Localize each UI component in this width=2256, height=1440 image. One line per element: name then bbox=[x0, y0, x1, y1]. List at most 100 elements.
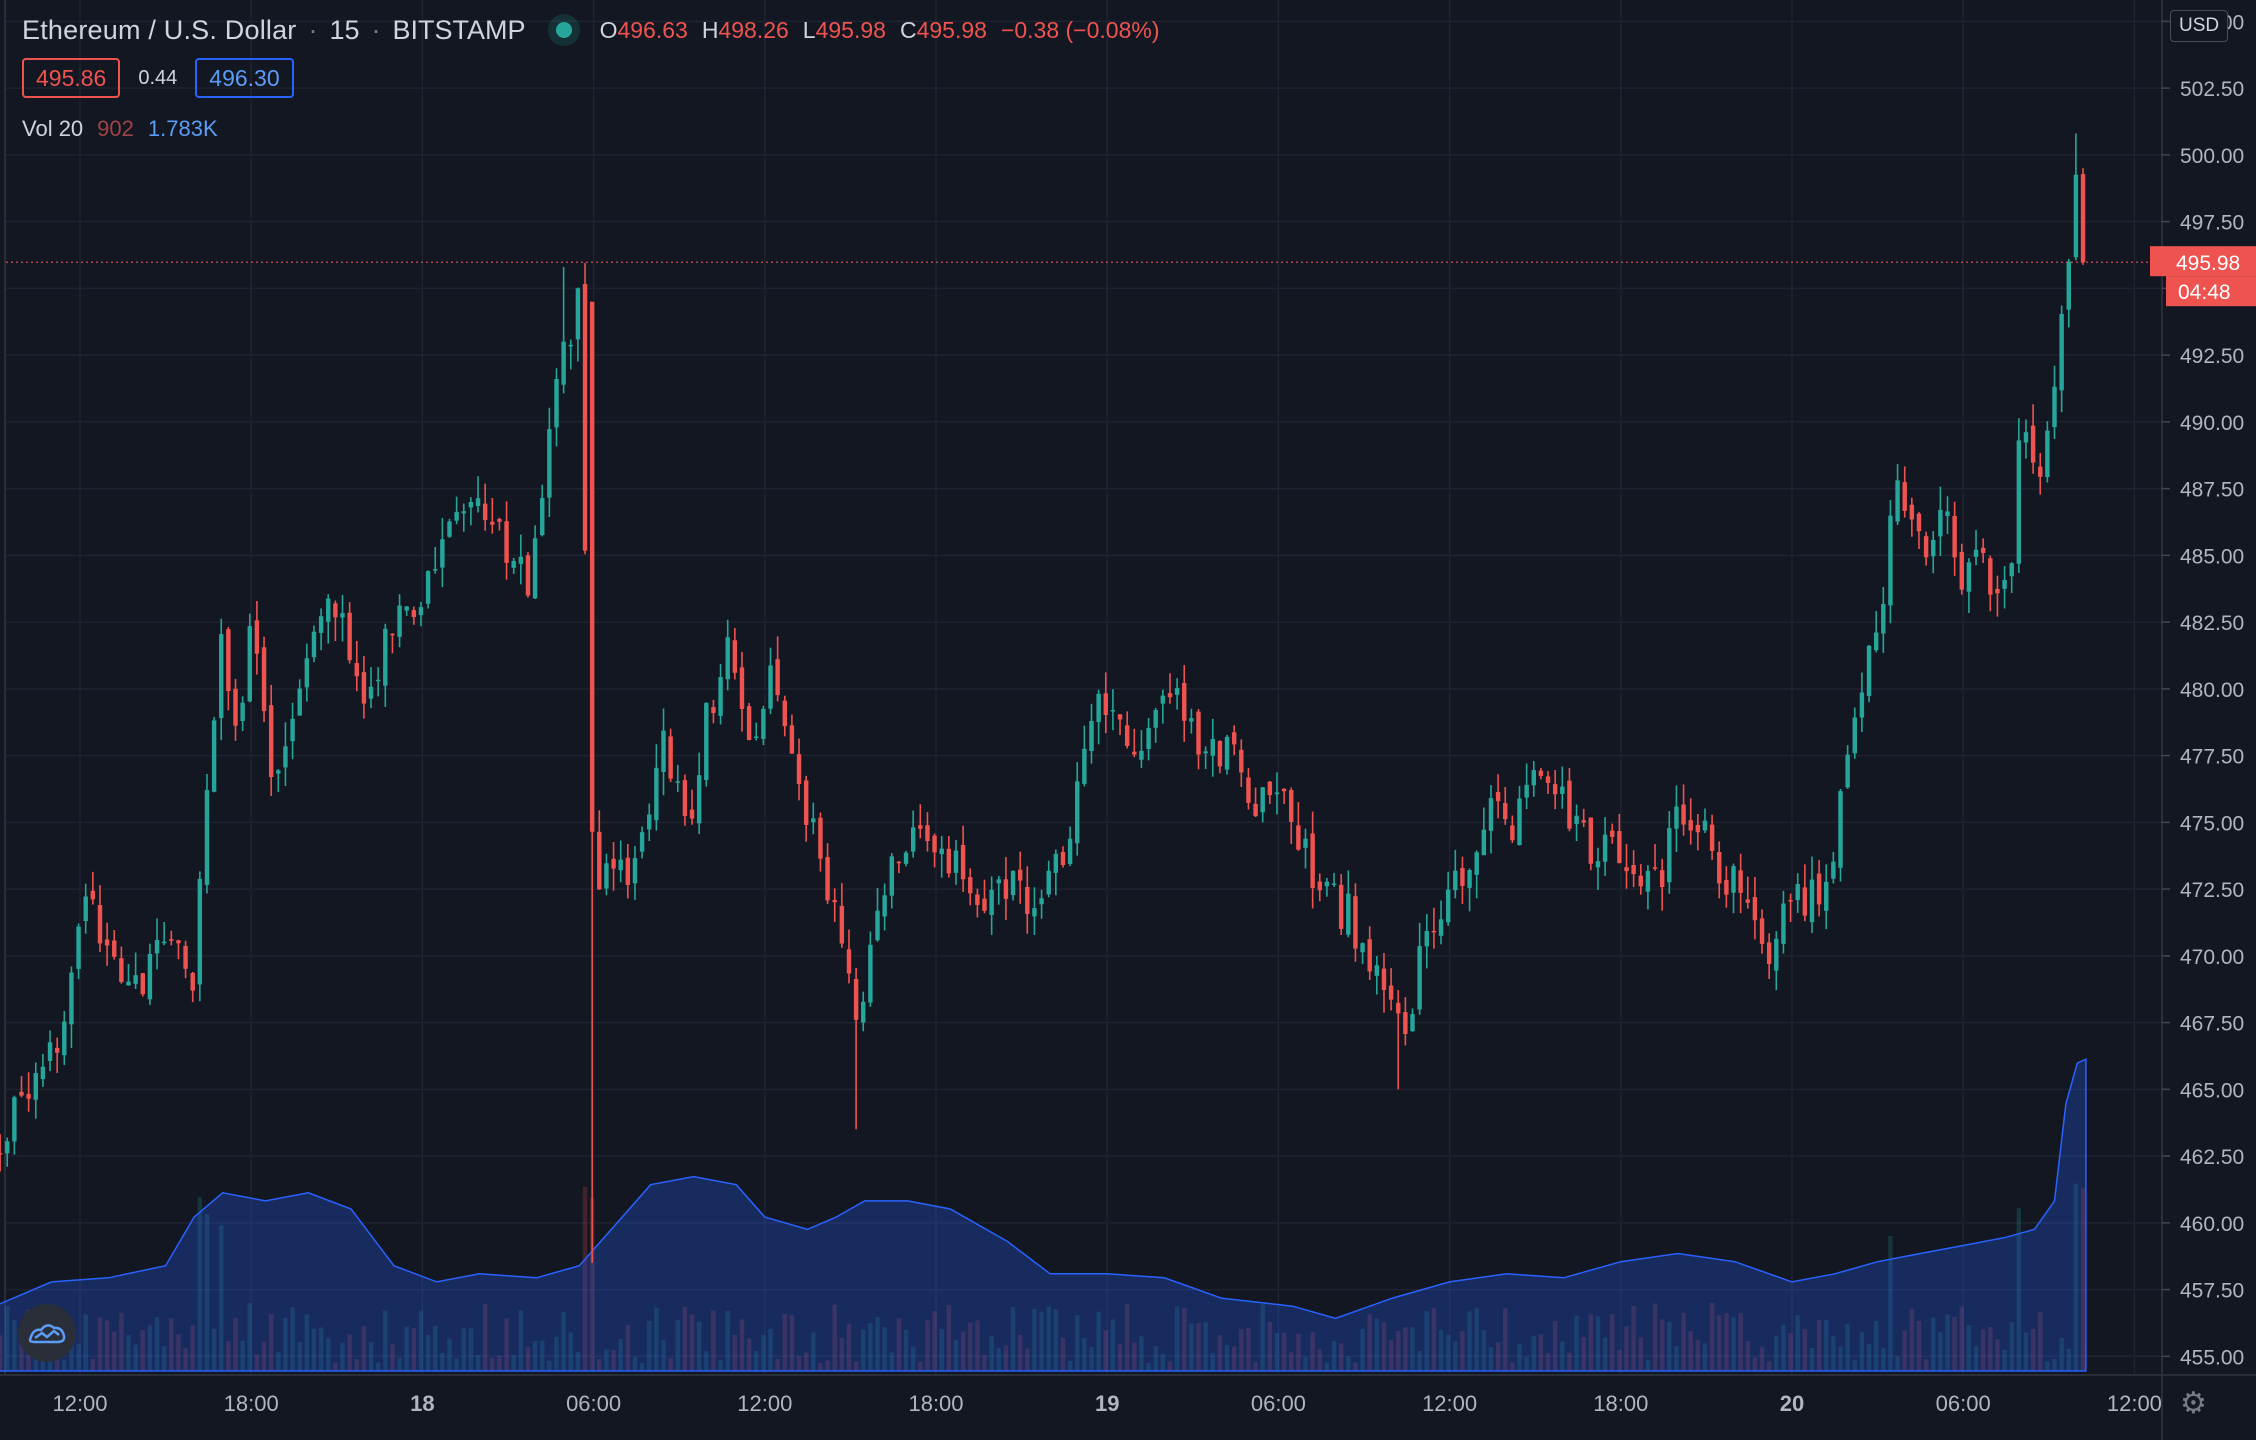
candle-body bbox=[326, 598, 331, 622]
candle-body bbox=[875, 910, 880, 941]
candle-body bbox=[732, 640, 738, 673]
volume-bar bbox=[1831, 1335, 1836, 1371]
candle-body bbox=[133, 975, 138, 984]
volume-bar bbox=[789, 1315, 795, 1371]
volume-bar bbox=[875, 1317, 880, 1371]
volume-bar bbox=[1781, 1324, 1786, 1371]
y-tick-label: 475.00 bbox=[2180, 812, 2244, 835]
symbol-header: Ethereum / U.S. Dollar · 15 · BITSTAMP O… bbox=[22, 14, 1160, 45]
candle-body bbox=[304, 658, 310, 688]
volume-bar bbox=[1588, 1314, 1594, 1371]
currency-button[interactable]: USD bbox=[2170, 10, 2229, 42]
candle-body bbox=[154, 939, 160, 954]
volume-bar bbox=[340, 1342, 345, 1371]
candle-body bbox=[1082, 748, 1087, 784]
candle-body bbox=[1795, 884, 1800, 901]
interval-label[interactable]: 15 bbox=[329, 14, 360, 45]
volume-bar bbox=[1417, 1350, 1422, 1371]
candle-body bbox=[1353, 896, 1358, 949]
candle-body bbox=[40, 1066, 46, 1080]
volume-bar bbox=[1938, 1332, 1943, 1371]
volume-bar bbox=[169, 1318, 174, 1371]
volume-bar bbox=[390, 1343, 395, 1371]
candle-body bbox=[283, 746, 288, 768]
volume-bar bbox=[1766, 1361, 1772, 1371]
volume-bar bbox=[347, 1334, 352, 1371]
volume-bar bbox=[754, 1350, 759, 1371]
tradingview-logo-icon[interactable] bbox=[18, 1304, 76, 1362]
candle-body bbox=[1167, 693, 1173, 698]
candle-body bbox=[625, 857, 631, 885]
symbol-name[interactable]: Ethereum / U.S. Dollar bbox=[22, 14, 297, 45]
candle-body bbox=[0, 1153, 3, 1155]
candle-body bbox=[375, 679, 381, 682]
x-tick-label: 18:00 bbox=[224, 1391, 279, 1416]
candle-body bbox=[1010, 870, 1016, 896]
candle-body bbox=[1424, 931, 1429, 947]
volume-bar bbox=[383, 1310, 388, 1371]
volume-legend[interactable]: Vol 20 902 1.783K bbox=[22, 116, 218, 142]
volume-bar bbox=[1695, 1340, 1701, 1371]
candle-body bbox=[925, 825, 930, 842]
volume-bar bbox=[1638, 1337, 1643, 1371]
candle-body bbox=[1124, 725, 1130, 747]
volume-bar bbox=[739, 1319, 745, 1371]
volume-bar bbox=[1816, 1319, 1822, 1371]
candle-body bbox=[1445, 889, 1451, 923]
candle-body bbox=[1317, 881, 1322, 891]
candle-body bbox=[1503, 803, 1508, 820]
candle-body bbox=[882, 895, 887, 917]
buy-button[interactable]: 496.30 bbox=[195, 58, 294, 98]
candle-body bbox=[953, 850, 959, 873]
candle-body bbox=[796, 754, 802, 784]
volume-bar bbox=[1289, 1352, 1294, 1371]
ohlc-values: O496.63 H498.26 L495.98 C495.98 −0.38 (−… bbox=[600, 17, 1160, 44]
candle-body bbox=[1545, 776, 1551, 783]
candle-body bbox=[960, 845, 966, 880]
x-tick-label: 18:00 bbox=[1593, 1391, 1648, 1416]
x-tick-label: 19 bbox=[1095, 1391, 1119, 1416]
volume-bar bbox=[154, 1317, 160, 1371]
volume-bar bbox=[2002, 1349, 2007, 1371]
volume-bar bbox=[97, 1317, 103, 1371]
candle-body bbox=[161, 941, 167, 944]
settings-gear-icon[interactable]: ⚙ bbox=[2180, 1387, 2207, 1420]
volume-bar bbox=[896, 1318, 902, 1371]
volume-bar bbox=[1338, 1343, 1344, 1371]
candle-body bbox=[1367, 939, 1372, 972]
candle-body bbox=[226, 629, 231, 692]
x-tick-label: 18:00 bbox=[908, 1391, 963, 1416]
volume-bar bbox=[1952, 1316, 1957, 1371]
volume-bar bbox=[946, 1305, 952, 1371]
volume-bar bbox=[404, 1326, 409, 1371]
candle-body bbox=[675, 781, 680, 783]
volume-bar bbox=[939, 1329, 944, 1371]
volume-bar bbox=[1752, 1357, 1758, 1371]
sell-button[interactable]: 495.86 bbox=[22, 58, 121, 98]
candle-body bbox=[1902, 482, 1907, 511]
y-tick-label: 490.00 bbox=[2180, 412, 2244, 435]
volume-bar bbox=[625, 1325, 631, 1371]
candle-body bbox=[1759, 918, 1765, 944]
volume-bar bbox=[882, 1327, 887, 1371]
candle-body bbox=[183, 945, 188, 969]
volume-bar bbox=[996, 1348, 1001, 1371]
candle-body bbox=[1331, 883, 1337, 885]
volume-bar bbox=[1146, 1362, 1151, 1371]
y-tick-label: 492.50 bbox=[2180, 345, 2244, 368]
candle-body bbox=[475, 498, 481, 506]
candle-body bbox=[1289, 790, 1294, 822]
candle-body bbox=[554, 379, 559, 428]
candle-body bbox=[176, 940, 181, 944]
candle-body bbox=[411, 610, 417, 618]
volume-bar bbox=[233, 1317, 238, 1371]
volume-bar bbox=[297, 1341, 302, 1371]
candle-body bbox=[1182, 683, 1187, 721]
candle-body bbox=[1253, 803, 1258, 817]
candle-body bbox=[811, 818, 816, 823]
candle-body bbox=[1310, 833, 1315, 888]
volume-bar bbox=[1210, 1353, 1215, 1371]
volume-bar bbox=[1724, 1313, 1729, 1371]
volume-bar bbox=[568, 1332, 573, 1371]
